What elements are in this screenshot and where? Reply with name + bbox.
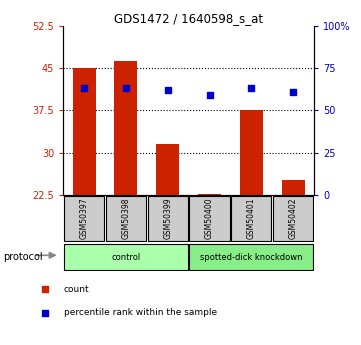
Text: percentile rank within the sample: percentile rank within the sample bbox=[64, 308, 217, 317]
Bar bbox=[190, 244, 313, 270]
Bar bbox=[73, 68, 96, 195]
Point bbox=[81, 86, 87, 91]
Bar bbox=[64, 196, 104, 240]
Text: GSM50398: GSM50398 bbox=[121, 197, 130, 239]
Bar bbox=[198, 194, 221, 195]
Bar bbox=[64, 244, 188, 270]
Point bbox=[43, 286, 48, 292]
Bar bbox=[240, 110, 263, 195]
Point bbox=[248, 86, 254, 91]
Point bbox=[165, 87, 171, 93]
Text: GSM50400: GSM50400 bbox=[205, 197, 214, 239]
Bar bbox=[106, 196, 146, 240]
Text: protocol: protocol bbox=[4, 252, 43, 262]
Text: spotted-dick knockdown: spotted-dick knockdown bbox=[200, 253, 303, 262]
Point bbox=[123, 86, 129, 91]
Text: GSM50402: GSM50402 bbox=[289, 197, 298, 239]
Bar bbox=[231, 196, 271, 240]
Text: count: count bbox=[64, 285, 89, 294]
Point bbox=[43, 310, 48, 316]
Text: GSM50399: GSM50399 bbox=[163, 197, 172, 239]
Point bbox=[290, 89, 296, 95]
Bar bbox=[190, 196, 230, 240]
Title: GDS1472 / 1640598_s_at: GDS1472 / 1640598_s_at bbox=[114, 12, 263, 25]
Text: GSM50397: GSM50397 bbox=[79, 197, 88, 239]
Point bbox=[206, 92, 212, 98]
Bar bbox=[273, 196, 313, 240]
Text: GSM50401: GSM50401 bbox=[247, 197, 256, 239]
Bar bbox=[156, 144, 179, 195]
Bar bbox=[282, 180, 305, 195]
Bar bbox=[114, 61, 138, 195]
Bar bbox=[148, 196, 188, 240]
Text: control: control bbox=[111, 253, 140, 262]
